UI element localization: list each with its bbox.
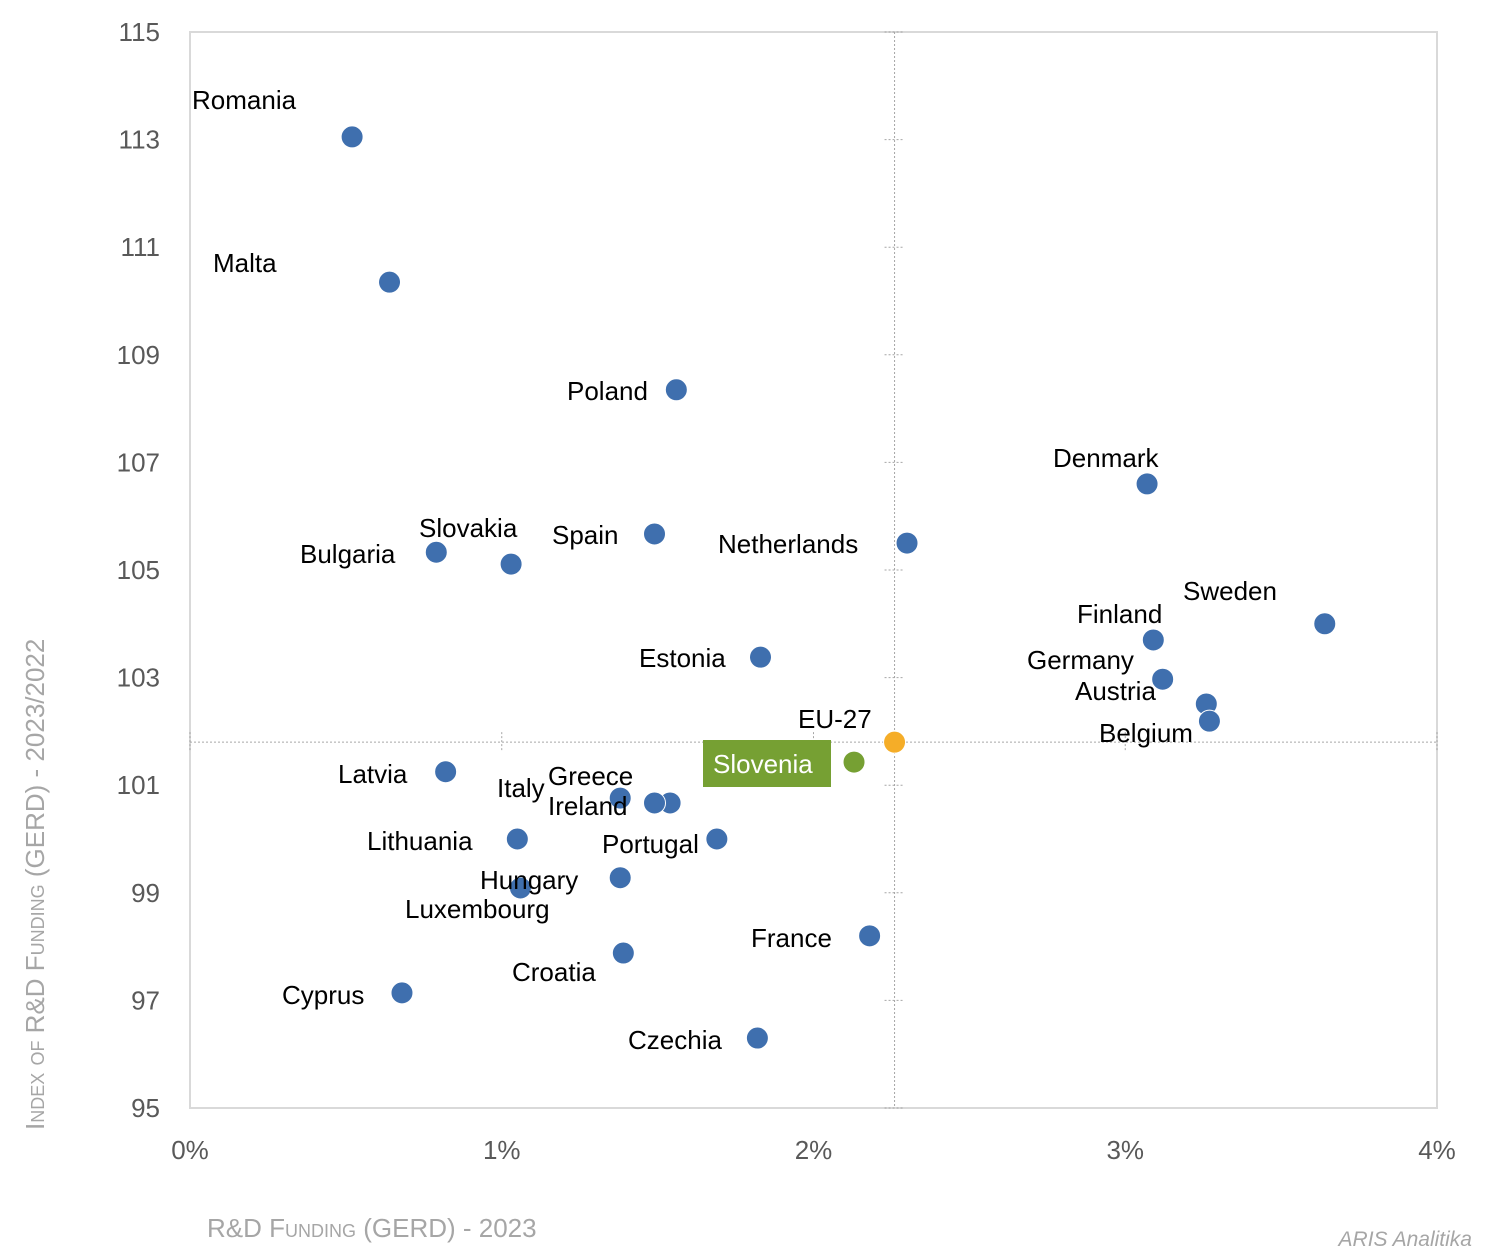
y-tick-label: 111	[120, 232, 160, 262]
point-bulgaria	[424, 540, 448, 564]
x-tick-label: 3%	[1106, 1135, 1144, 1165]
point-latvia	[434, 760, 458, 784]
y-tick-label: 103	[117, 663, 160, 693]
point-label-denmark: Denmark	[1053, 443, 1159, 473]
point-malta	[378, 270, 402, 294]
point-label-estonia: Estonia	[639, 643, 726, 673]
point-label-ireland: Ireland	[548, 791, 628, 821]
point-eu-27	[883, 730, 907, 754]
x-tick-label: 4%	[1418, 1135, 1456, 1165]
point-germany	[1151, 667, 1175, 691]
point-slovenia	[842, 750, 866, 774]
point-label-eu-27: EU-27	[798, 704, 872, 734]
point-label-italy: Italy	[497, 773, 545, 803]
point-portugal	[705, 827, 729, 851]
y-axis-title: Index of R&D Funding (GERD) - 2023/2022	[20, 639, 50, 1130]
point-label-germany: Germany	[1027, 645, 1134, 675]
point-spain	[643, 522, 667, 546]
x-tick-label: 2%	[795, 1135, 833, 1165]
point-italy	[608, 786, 632, 810]
point-luxembourg	[508, 876, 532, 900]
point-label-lithuania: Lithuania	[367, 826, 473, 856]
y-tick-label: 109	[117, 340, 160, 370]
point-lithuania	[505, 827, 529, 851]
y-tick-label: 95	[131, 1093, 160, 1123]
y-tick-label: 115	[119, 17, 160, 47]
highlight-label-box	[703, 740, 831, 787]
point-label-poland: Poland	[567, 376, 648, 406]
point-label-greece: Greece	[548, 761, 633, 791]
point-slovakia	[499, 552, 523, 576]
x-tick-label: 0%	[171, 1135, 209, 1165]
point-estonia	[749, 645, 773, 669]
y-tick-label: 99	[131, 878, 160, 908]
point-france	[858, 924, 882, 948]
point-label-luxembourg: Luxembourg	[405, 894, 550, 924]
point-label-czechia: Czechia	[628, 1025, 722, 1055]
x-axis-title: R&D Funding (GERD) - 2023	[207, 1213, 537, 1243]
point-czechia	[745, 1026, 769, 1050]
point-label-romania: Romania	[192, 85, 297, 115]
point-label-austria: Austria	[1075, 676, 1156, 706]
y-tick-label: 113	[119, 125, 160, 155]
y-tick-label: 105	[117, 555, 160, 585]
point-romania	[340, 125, 364, 149]
point-denmark	[1135, 472, 1159, 496]
point-label-slovenia: Slovenia	[713, 749, 813, 779]
point-hungary	[608, 866, 632, 890]
point-label-slovakia: Slovakia	[419, 513, 518, 543]
point-cyprus	[390, 981, 414, 1005]
point-finland	[1141, 628, 1165, 652]
point-label-belgium: Belgium	[1099, 718, 1193, 748]
plot-area	[189, 31, 1438, 1109]
point-sweden	[1313, 612, 1337, 636]
point-label-malta: Malta	[213, 248, 277, 278]
point-belgium	[1197, 709, 1221, 733]
point-label-netherlands: Netherlands	[718, 529, 858, 559]
point-label-spain: Spain	[552, 520, 619, 550]
point-label-hungary: Hungary	[480, 865, 578, 895]
x-tick-label: 1%	[483, 1135, 521, 1165]
point-ireland	[643, 791, 667, 815]
point-label-sweden: Sweden	[1183, 576, 1277, 606]
point-label-latvia: Latvia	[338, 759, 408, 789]
y-tick-label: 97	[131, 985, 160, 1015]
point-label-france: France	[751, 923, 832, 953]
y-tick-label: 107	[117, 447, 160, 477]
point-netherlands	[895, 531, 919, 555]
point-label-portugal: Portugal	[602, 829, 699, 859]
point-label-croatia: Croatia	[512, 957, 596, 987]
point-poland	[664, 378, 688, 402]
point-label-cyprus: Cyprus	[282, 980, 364, 1010]
point-label-finland: Finland	[1077, 599, 1162, 629]
point-croatia	[611, 941, 635, 965]
y-tick-label: 101	[117, 770, 160, 800]
point-label-bulgaria: Bulgaria	[300, 539, 396, 569]
watermark: ARIS Analitika	[1337, 1228, 1472, 1251]
